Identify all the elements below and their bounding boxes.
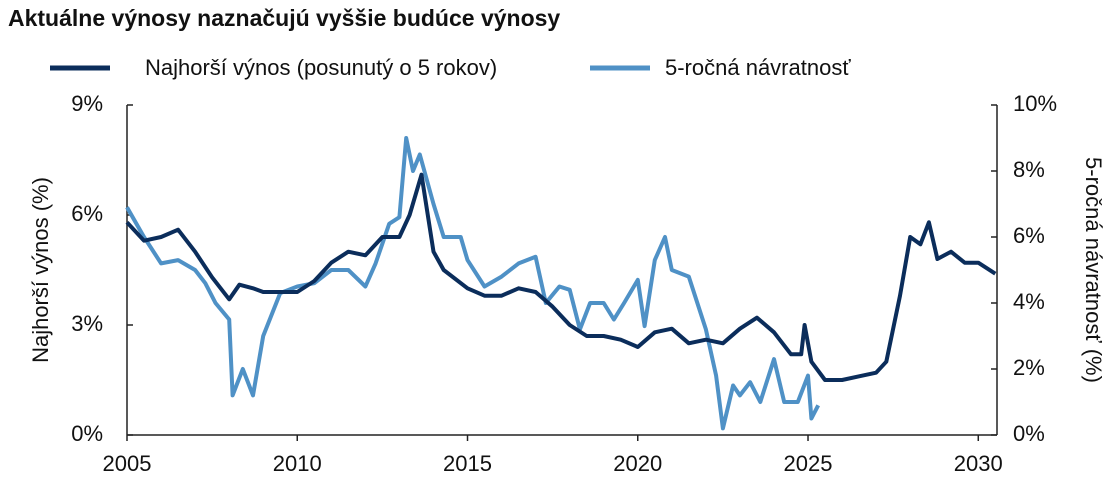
y2-tick-label: 8% [1013,157,1045,182]
y-tick-label: 0% [71,421,103,446]
y2-axis-label: 5-ročná návratnosť (%) [1081,157,1106,383]
legend-label: Najhorší výnos (posunutý o 5 rokov) [145,55,497,80]
x-tick-label: 2010 [273,451,322,476]
y-axis-label: Najhorší výnos (%) [28,177,53,363]
series-line [125,136,820,431]
x-tick-label: 2030 [954,451,1003,476]
y-tick-label: 6% [71,201,103,226]
y2-tick-label: 4% [1013,289,1045,314]
y-tick-label: 9% [71,91,103,116]
y2-tick-label: 6% [1013,223,1045,248]
chart-title: Aktuálne výnosy naznačujú vyššie budúce … [8,5,560,31]
legend-label: 5-ročná návratnosť [665,55,851,80]
x-tick-label: 2025 [784,451,833,476]
y2-tick-label: 0% [1013,421,1045,446]
x-tick-label: 2020 [613,451,662,476]
series-line [125,172,997,382]
y2-tick-label: 2% [1013,355,1045,380]
y2-tick-label: 10% [1013,91,1057,116]
x-tick-label: 2015 [443,451,492,476]
x-tick-label: 2005 [103,451,152,476]
y-tick-label: 3% [71,311,103,336]
